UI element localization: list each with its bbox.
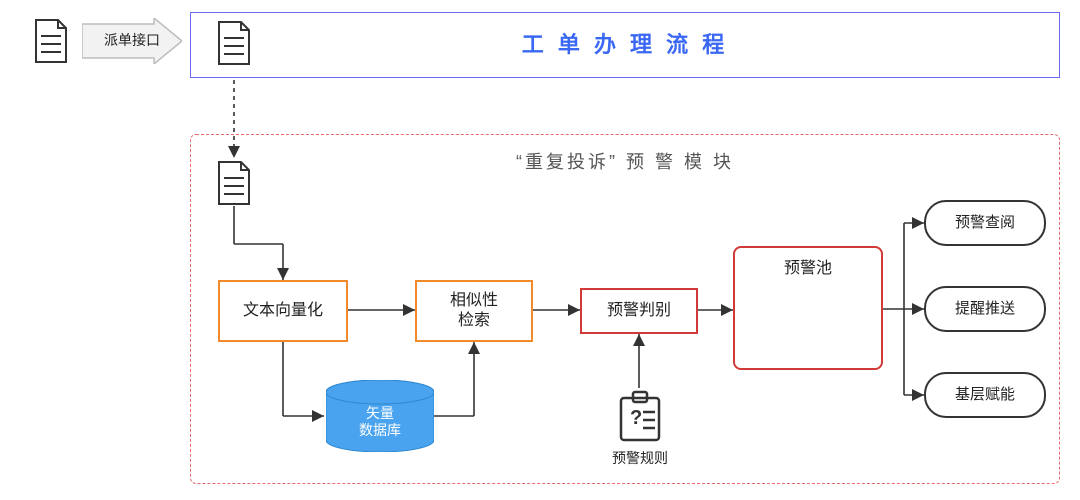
node-judge: 预警判别 xyxy=(580,288,698,334)
warning-pool-title: 预警池 xyxy=(735,254,881,278)
rules-icon: ? xyxy=(617,390,663,444)
vector-database-label: 矢量 数据库 xyxy=(326,392,434,452)
node-warning-pool: 预警池 xyxy=(733,246,883,370)
vector-database-icon: 矢量 数据库 xyxy=(326,380,434,452)
dispatch-label: 派单接口 xyxy=(82,18,182,64)
output-push: 提醒推送 xyxy=(924,286,1046,332)
node-vectorize: 文本向量化 xyxy=(218,280,348,342)
workflow-title: 工 单 办 理 流 程 xyxy=(191,31,1059,59)
document-icon xyxy=(32,18,70,64)
workflow-box: 工 单 办 理 流 程 xyxy=(190,12,1060,78)
document-icon xyxy=(215,20,253,66)
svg-text:?: ? xyxy=(630,407,642,429)
rules-label: 预警规则 xyxy=(597,448,683,468)
module-title: “重复投诉” 预 警 模 块 xyxy=(485,148,765,174)
dispatch-arrow: 派单接口 xyxy=(82,18,182,64)
document-icon xyxy=(215,160,253,206)
output-alert-view: 预警查阅 xyxy=(924,200,1046,246)
node-similarity: 相似性 检索 xyxy=(415,280,533,342)
output-empower: 基层赋能 xyxy=(924,372,1046,418)
